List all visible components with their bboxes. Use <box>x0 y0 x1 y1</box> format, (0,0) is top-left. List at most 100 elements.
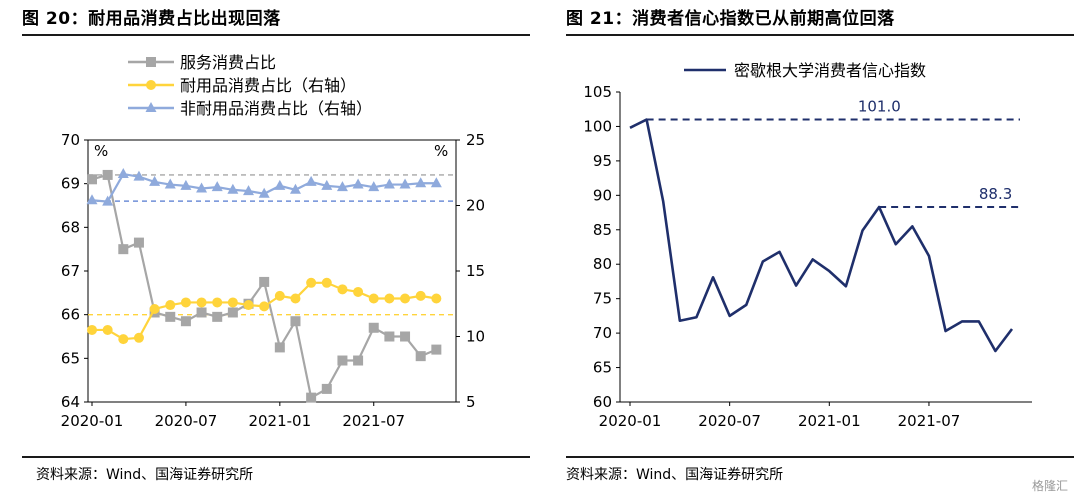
data-point <box>306 277 317 288</box>
peak-label: 101.0 <box>858 98 901 116</box>
legend-marker <box>145 102 157 112</box>
legend-label: 密歇根大学消费者信心指数 <box>734 61 926 80</box>
data-point <box>415 177 427 188</box>
x-tick-label: 2020-07 <box>155 412 218 430</box>
right-y-tick-label: 25 <box>466 131 485 149</box>
left-y-tick-label: 65 <box>61 349 80 367</box>
x-tick-label: 2021-07 <box>898 412 961 430</box>
right-source: 资料来源：Wind、国海证券研究所 <box>566 467 784 483</box>
data-point <box>180 179 192 190</box>
right-y-tick-label: 20 <box>466 197 485 215</box>
data-point <box>86 194 98 205</box>
data-point <box>336 181 348 192</box>
x-tick-label: 2020-01 <box>61 412 124 430</box>
legend-label: 非耐用品消费占比（右轴） <box>180 99 372 118</box>
legend-label: 耐用品消费占比（右轴） <box>180 76 356 95</box>
y-tick-label: 75 <box>593 290 612 308</box>
data-point <box>149 303 160 314</box>
left-y-tick-label: 70 <box>61 131 80 149</box>
data-point <box>290 316 301 327</box>
y-tick-label: 105 <box>583 83 612 101</box>
left-axis-unit: % <box>94 142 108 160</box>
data-point <box>415 290 426 301</box>
data-point <box>227 307 238 318</box>
data-point <box>165 300 176 311</box>
data-point <box>227 183 239 194</box>
x-tick-label: 2021-01 <box>248 412 311 430</box>
data-point <box>274 179 286 190</box>
left-y-tick-label: 69 <box>61 175 80 193</box>
data-point <box>133 237 144 248</box>
data-point <box>274 342 285 353</box>
data-point <box>368 181 380 192</box>
data-point <box>321 277 332 288</box>
data-point <box>196 182 208 193</box>
data-point <box>321 383 332 394</box>
x-tick-label: 2021-07 <box>342 412 405 430</box>
data-point <box>353 355 364 366</box>
data-point <box>431 344 442 355</box>
data-point <box>306 392 317 403</box>
left-y-tick-label: 67 <box>61 262 80 280</box>
data-point <box>180 297 191 308</box>
series-line <box>629 118 1014 353</box>
right-y-tick-label: 5 <box>466 393 476 411</box>
right-chart-title: 图 21：消费者信心指数已从前期高位回落 <box>566 9 895 29</box>
data-point <box>368 322 379 333</box>
data-point <box>337 284 348 295</box>
left-title-rule <box>22 34 530 36</box>
legend-label: 服务消费占比 <box>180 53 276 72</box>
watermark: 格隆汇 <box>1031 479 1068 493</box>
data-point <box>227 297 238 308</box>
data-point <box>321 179 333 190</box>
x-tick-label: 2020-01 <box>599 412 662 430</box>
y-tick-label: 80 <box>593 255 612 273</box>
data-point <box>259 276 270 287</box>
data-point <box>384 331 395 342</box>
data-point <box>149 175 161 186</box>
left-y-tick-label: 64 <box>61 393 80 411</box>
data-point <box>290 293 301 304</box>
left-source: 资料来源：Wind、国海证券研究所 <box>36 467 254 483</box>
data-point <box>383 178 395 189</box>
x-tick-label: 2020-07 <box>698 412 761 430</box>
data-point <box>337 355 348 366</box>
y-tick-label: 85 <box>593 221 612 239</box>
data-point <box>196 297 207 308</box>
data-point <box>353 286 364 297</box>
data-point <box>196 307 207 318</box>
left-y-tick-label: 66 <box>61 306 80 324</box>
data-point <box>118 334 129 345</box>
data-point <box>102 324 113 335</box>
y-tick-label: 95 <box>593 152 612 170</box>
left-y-tick-label: 68 <box>61 218 80 236</box>
data-point <box>87 324 97 335</box>
right-title-rule <box>566 34 1074 36</box>
data-point <box>305 175 317 186</box>
data-point <box>399 178 411 189</box>
data-point <box>259 301 270 312</box>
data-point <box>431 293 442 304</box>
peak-label: 88.3 <box>979 185 1012 203</box>
data-point <box>430 177 442 188</box>
data-point <box>212 311 223 322</box>
data-point <box>258 187 270 198</box>
right-chart: 60 65 70 75 80 85 90 95 100 105 2020-01 2020-07 2021… <box>583 61 1032 430</box>
legend-marker <box>146 57 156 67</box>
data-point <box>133 332 144 343</box>
data-point <box>243 185 255 196</box>
left-source-rule <box>22 456 530 458</box>
data-point <box>117 168 129 179</box>
y-tick-label: 70 <box>593 324 612 342</box>
data-point <box>368 293 379 304</box>
y-tick-label: 60 <box>593 393 612 411</box>
left-chart-title: 图 20：耐用品消费占比出现回落 <box>22 9 281 29</box>
y-tick-label: 65 <box>593 359 612 377</box>
data-point <box>180 316 191 327</box>
right-axis-unit: % <box>434 142 448 160</box>
data-point <box>164 178 176 189</box>
right-y-tick-label: 15 <box>466 262 485 280</box>
x-tick-label: 2021-01 <box>798 412 861 430</box>
y-tick-label: 90 <box>593 186 612 204</box>
data-point <box>212 297 223 308</box>
